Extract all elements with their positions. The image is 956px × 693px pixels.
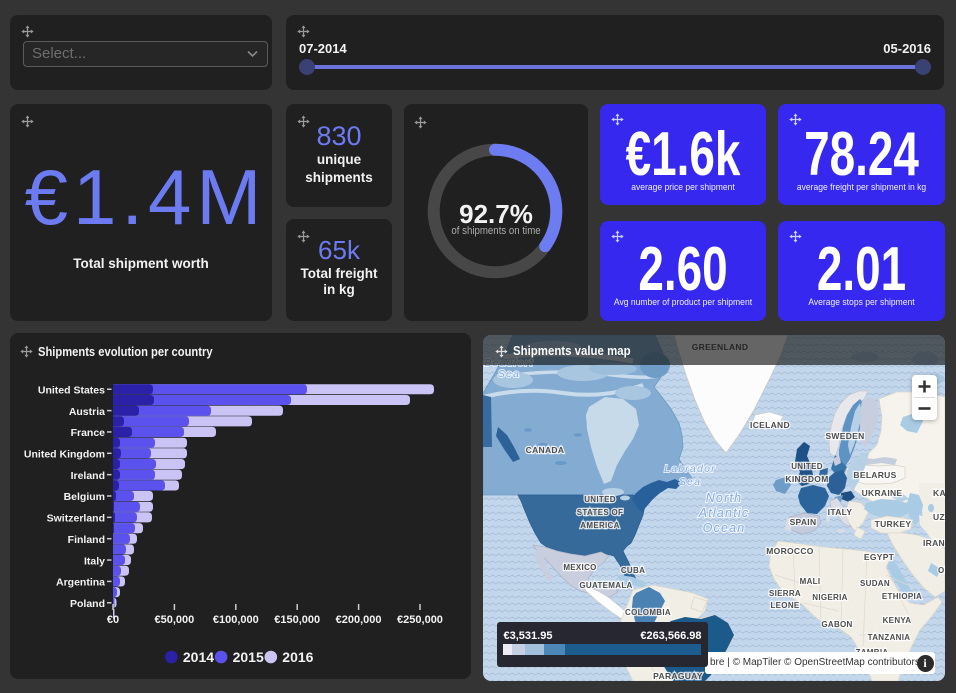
svg-text:KENYA: KENYA bbox=[883, 616, 912, 625]
svg-text:Poland: Poland bbox=[70, 598, 105, 610]
svg-text:Sea: Sea bbox=[679, 476, 701, 488]
svg-text:UKRAINE: UKRAINE bbox=[862, 488, 903, 498]
svg-text:CUBA: CUBA bbox=[621, 566, 645, 575]
svg-text:BELARUS: BELARUS bbox=[853, 470, 896, 480]
svg-text:GABON: GABON bbox=[821, 620, 852, 629]
svg-text:€250,000: €250,000 bbox=[397, 614, 443, 626]
svg-text:Argentina: Argentina bbox=[56, 577, 105, 589]
svg-text:TURKEY: TURKEY bbox=[875, 519, 912, 529]
svg-text:€100,000: €100,000 bbox=[213, 614, 259, 626]
svg-text:2015: 2015 bbox=[233, 649, 264, 665]
svg-text:ITALY: ITALY bbox=[828, 507, 853, 517]
svg-text:Switzerland: Switzerland bbox=[47, 513, 105, 525]
svg-text:TANZANIA: TANZANIA bbox=[868, 633, 911, 642]
svg-text:€0: €0 bbox=[107, 614, 119, 626]
svg-text:Ocean: Ocean bbox=[703, 521, 746, 535]
svg-text:SWEDEN: SWEDEN bbox=[825, 431, 864, 441]
svg-text:EGYPT: EGYPT bbox=[864, 552, 895, 562]
svg-text:Atlantic: Atlantic bbox=[698, 506, 750, 520]
svg-text:€50,000: €50,000 bbox=[155, 614, 195, 626]
svg-text:CANADA: CANADA bbox=[526, 445, 565, 455]
svg-text:ICELAND: ICELAND bbox=[750, 420, 790, 430]
svg-text:GUATEMALA: GUATEMALA bbox=[579, 581, 632, 590]
svg-text:COLOMBIA: COLOMBIA bbox=[625, 608, 671, 617]
svg-text:STATES OF: STATES OF bbox=[577, 508, 623, 517]
svg-text:SPAIN: SPAIN bbox=[790, 517, 817, 527]
svg-text:UNITED: UNITED bbox=[791, 462, 823, 471]
svg-text:OMAN: OMAN bbox=[938, 566, 945, 575]
svg-text:Italy: Italy bbox=[84, 555, 105, 567]
svg-text:KAZ: KAZ bbox=[933, 488, 945, 498]
svg-text:SUDAN: SUDAN bbox=[860, 579, 890, 588]
svg-text:UNITED: UNITED bbox=[584, 495, 616, 504]
svg-text:Ireland: Ireland bbox=[71, 470, 105, 482]
svg-text:North: North bbox=[706, 491, 743, 505]
svg-text:UZB: UZB bbox=[933, 512, 945, 522]
svg-text:MALI: MALI bbox=[800, 577, 821, 586]
svg-text:United Kingdom: United Kingdom bbox=[24, 449, 105, 461]
svg-text:United States: United States bbox=[38, 384, 105, 396]
svg-text:MEXICO: MEXICO bbox=[563, 563, 596, 572]
svg-text:AMERICA: AMERICA bbox=[580, 521, 619, 530]
svg-text:ETHIOPIA: ETHIOPIA bbox=[882, 592, 922, 601]
svg-text:France: France bbox=[71, 427, 106, 439]
svg-text:KINGDOM: KINGDOM bbox=[785, 474, 828, 484]
svg-text:LEONE: LEONE bbox=[770, 601, 799, 610]
svg-text:IRAN: IRAN bbox=[923, 538, 945, 548]
svg-text:Austria: Austria bbox=[69, 406, 105, 418]
svg-text:€200,000: €200,000 bbox=[336, 614, 382, 626]
svg-text:MOROCCO: MOROCCO bbox=[766, 546, 814, 556]
svg-text:€150,000: €150,000 bbox=[274, 614, 320, 626]
svg-text:PARAGUAY: PARAGUAY bbox=[653, 671, 703, 681]
svg-text:Finland: Finland bbox=[68, 534, 105, 546]
svg-text:Labrador: Labrador bbox=[664, 463, 716, 475]
svg-text:Sea: Sea bbox=[498, 368, 520, 380]
svg-text:2014: 2014 bbox=[183, 649, 214, 665]
svg-text:2016: 2016 bbox=[282, 649, 313, 665]
svg-text:SIERRA: SIERRA bbox=[769, 589, 801, 598]
svg-text:Belgium: Belgium bbox=[64, 491, 105, 503]
svg-text:NIGERIA: NIGERIA bbox=[812, 593, 847, 602]
